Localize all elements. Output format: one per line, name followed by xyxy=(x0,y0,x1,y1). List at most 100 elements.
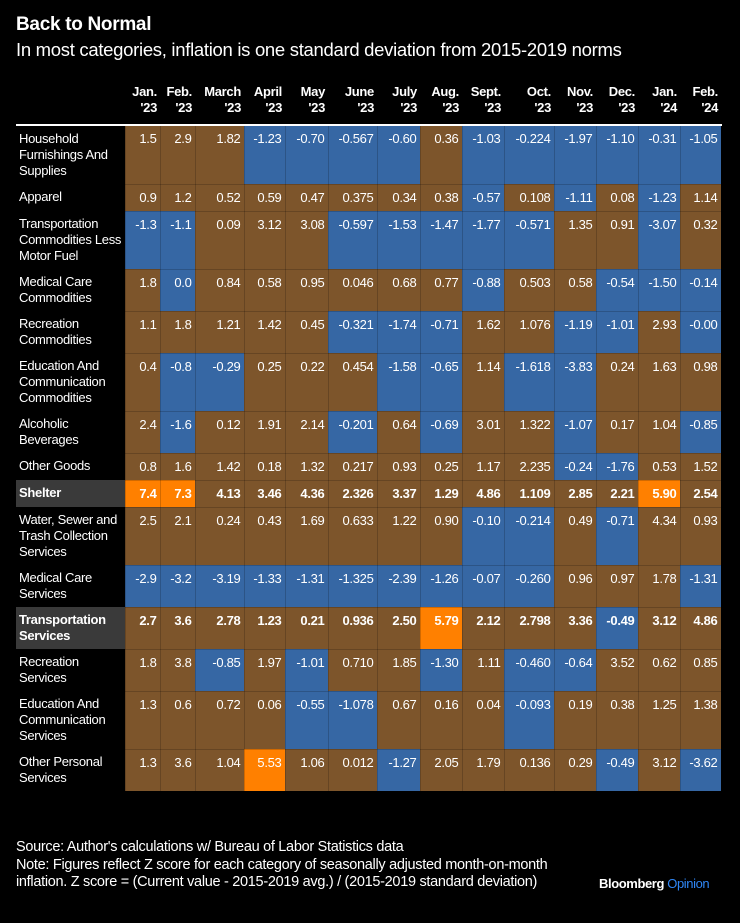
table-row: Transportation Commodities Less Motor Fu… xyxy=(16,210,722,270)
heatmap-cell: 0.0 xyxy=(159,268,196,312)
column-year: '23 xyxy=(140,99,157,115)
heatmap-cell: -1.31 xyxy=(679,564,722,608)
heatmap-cell: 1.8 xyxy=(124,648,161,692)
heatmap-cell: 0.68 xyxy=(376,268,421,312)
heatmap-cell: 0.72 xyxy=(194,690,245,750)
heatmap-cell: 3.01 xyxy=(461,410,505,454)
heatmap-cell: 4.86 xyxy=(461,479,505,508)
heatmap-cell: 0.9 xyxy=(124,183,161,212)
heatmap-cell: 1.82 xyxy=(194,124,245,185)
column-header: March '23 xyxy=(195,84,244,126)
table-row: Recreation Commodities 1.1 1.8 1.21 1.42 0.45… xyxy=(16,310,722,354)
heatmap-cell: 0.91 xyxy=(595,210,639,270)
heatmap-cell: 0.12 xyxy=(194,410,245,454)
heatmap-cell: 2.14 xyxy=(284,410,329,454)
heatmap-cell: 2.5 xyxy=(124,506,161,566)
heatmap-cell: -0.571 xyxy=(503,210,555,270)
heatmap-cell: 0.18 xyxy=(243,452,286,481)
heatmap-cell: 1.17 xyxy=(461,452,505,481)
row-label: Medical Care Commodities xyxy=(16,269,125,311)
column-header: Aug. '23 xyxy=(420,84,462,126)
heatmap-cell: 0.08 xyxy=(595,183,639,212)
heatmap-cell: 5.90 xyxy=(637,479,681,508)
heatmap-cell: -1.33 xyxy=(243,564,286,608)
column-header: Jan. '23 xyxy=(125,84,160,126)
heatmap-cell: 0.45 xyxy=(284,310,329,354)
heatmap-cell: 0.93 xyxy=(376,452,421,481)
heatmap-cell: 3.52 xyxy=(595,648,639,692)
heatmap-cell: -0.00 xyxy=(679,310,722,354)
heatmap-cell: 1.85 xyxy=(376,648,421,692)
heatmap-cell: 0.85 xyxy=(679,648,722,692)
footer: Source: Author's calculations w/ Bureau … xyxy=(16,839,596,892)
heatmap-cell: 3.12 xyxy=(637,606,681,650)
heatmap-cell: 2.93 xyxy=(637,310,681,354)
column-header: Dec. '23 xyxy=(596,84,638,126)
heatmap-cell: 2.1 xyxy=(159,506,196,566)
row-label: Alcoholic Beverages xyxy=(16,411,125,453)
table-row: Household Furnishings And Supplies 1.5 2.9… xyxy=(16,124,722,185)
heatmap-cell: 7.4 xyxy=(124,479,161,508)
heatmap-cell: -0.8 xyxy=(159,352,196,412)
heatmap-cell: -3.2 xyxy=(159,564,196,608)
column-month: Aug. xyxy=(431,84,459,99)
heatmap-cell: -1.30 xyxy=(419,648,463,692)
heatmap-cell: 2.4 xyxy=(124,410,161,454)
row-label: Household Furnishings And Supplies xyxy=(16,125,125,184)
heatmap-cell: 0.29 xyxy=(553,748,597,792)
heatmap-cell: -0.567 xyxy=(327,124,378,185)
heatmap-cell: -0.10 xyxy=(461,506,505,566)
heatmap-cell: 1.21 xyxy=(194,310,245,354)
column-month: May xyxy=(300,84,326,99)
column-header: Feb. '23 xyxy=(160,84,195,126)
heatmap-cell: -0.597 xyxy=(327,210,378,270)
table-row: Water, Sewer and Trash Collection Servic… xyxy=(16,506,722,566)
heatmap-cell: 2.12 xyxy=(461,606,505,650)
heatmap-cell: 0.62 xyxy=(637,648,681,692)
heatmap-cell: -0.460 xyxy=(503,648,555,692)
heatmap-cell: 0.012 xyxy=(327,748,378,792)
column-month: April xyxy=(253,84,282,99)
heatmap-cell: 0.24 xyxy=(194,506,245,566)
column-year: '23 xyxy=(357,99,374,115)
heatmap-cell: 3.6 xyxy=(159,606,196,650)
heatmap-cell: -1.1 xyxy=(159,210,196,270)
heatmap-cell: 0.21 xyxy=(284,606,329,650)
heatmap-cell: 1.14 xyxy=(461,352,505,412)
heatmap-cell: 0.49 xyxy=(553,506,597,566)
heatmap-cell: 0.64 xyxy=(376,410,421,454)
heatmap-cell: -0.24 xyxy=(553,452,597,481)
heatmap-cell: -1.01 xyxy=(284,648,329,692)
heatmap-cell: -2.39 xyxy=(376,564,421,608)
heatmap-cell: 2.54 xyxy=(679,479,722,508)
heatmap-cell: -1.01 xyxy=(595,310,639,354)
heatmap-cell: 1.79 xyxy=(461,748,505,792)
heatmap-cell: 3.46 xyxy=(243,479,286,508)
column-month: Feb. xyxy=(166,84,192,99)
heatmap-cell: 0.36 xyxy=(419,124,463,185)
heatmap-cell: 2.235 xyxy=(503,452,555,481)
row-label: Other Goods xyxy=(16,453,125,480)
heatmap-cell: 0.046 xyxy=(327,268,378,312)
row-label: Shelter xyxy=(16,480,125,507)
heatmap-cell: 1.11 xyxy=(461,648,505,692)
row-label: Other Personal Services xyxy=(16,749,125,791)
heatmap-cell: 3.36 xyxy=(553,606,597,650)
column-header: Feb. '24 xyxy=(680,84,721,126)
heatmap-cell: -0.201 xyxy=(327,410,378,454)
column-year: '23 xyxy=(265,99,282,115)
column-month: Nov. xyxy=(566,84,593,99)
heatmap-cell: 1.1 xyxy=(124,310,161,354)
heatmap-cell: -1.27 xyxy=(376,748,421,792)
column-year: '23 xyxy=(534,99,551,115)
heatmap-cell: -0.71 xyxy=(595,506,639,566)
heatmap-cell: 0.58 xyxy=(243,268,286,312)
column-header-row: Jan. '23 Feb. '23 March '23 April '23 May '23 June… xyxy=(16,84,721,126)
heatmap-cell: 0.67 xyxy=(376,690,421,750)
heatmap-cell: 1.78 xyxy=(637,564,681,608)
heatmap-cell: 0.09 xyxy=(194,210,245,270)
heatmap-cell: 0.710 xyxy=(327,648,378,692)
heatmap-cell: -1.3 xyxy=(124,210,161,270)
heatmap-table: Jan. '23 Feb. '23 March '23 April '23 May '23 June… xyxy=(16,84,722,792)
heatmap-cell: 0.38 xyxy=(419,183,463,212)
